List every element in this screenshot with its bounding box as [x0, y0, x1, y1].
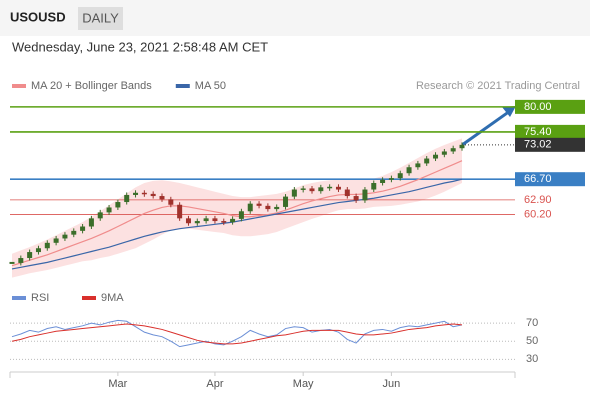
legend-swatch — [175, 84, 190, 88]
candle — [124, 194, 130, 203]
candle — [265, 205, 271, 210]
level-box — [515, 172, 585, 187]
candle — [353, 196, 359, 201]
candle — [221, 221, 227, 223]
candle — [97, 212, 103, 219]
level-box — [515, 124, 585, 139]
legend-label: RSI — [31, 292, 49, 304]
candle — [106, 207, 112, 213]
candle — [53, 238, 59, 243]
level-box — [515, 99, 585, 114]
candle — [371, 183, 377, 190]
candle — [256, 203, 262, 206]
legend-label: MA 50 — [195, 80, 226, 92]
candle — [115, 202, 121, 208]
candle — [318, 187, 324, 192]
candle — [177, 204, 183, 219]
candle — [203, 218, 209, 222]
candle — [327, 186, 333, 189]
candle — [344, 189, 350, 197]
level-label: 66.70 — [524, 173, 552, 185]
candle — [168, 199, 174, 205]
level-label: 60.20 — [524, 208, 552, 220]
candle — [80, 226, 86, 231]
level-label: 73.02 — [524, 139, 552, 151]
rsi-line — [11, 323, 463, 345]
candle — [9, 261, 15, 264]
candle — [380, 179, 386, 183]
candle — [433, 154, 439, 159]
x-tick-label: Jun — [383, 378, 401, 390]
symbol: USOUSD — [10, 9, 66, 24]
candle — [71, 230, 77, 235]
candle — [62, 234, 68, 239]
candle — [133, 192, 139, 195]
candle — [238, 211, 244, 219]
legend-label: MA 20 + Bollinger Bands — [31, 80, 152, 92]
legend-swatch — [82, 296, 96, 300]
candle — [388, 178, 394, 180]
candle — [291, 189, 297, 197]
candle — [212, 218, 218, 222]
candle — [362, 189, 368, 201]
candle — [309, 188, 315, 192]
level-label: 75.40 — [524, 126, 552, 138]
candle — [18, 258, 24, 263]
candle — [459, 144, 465, 149]
bollinger-band — [12, 138, 462, 278]
candle — [88, 218, 94, 227]
y-tick-label: 50 — [526, 335, 538, 347]
candle — [300, 188, 306, 190]
candle — [283, 196, 289, 207]
legend-label: 9MA — [101, 292, 124, 304]
candle — [141, 192, 147, 195]
candle — [424, 158, 430, 164]
y-tick-label: 30 — [526, 353, 538, 365]
candle — [44, 242, 50, 249]
level-box — [515, 137, 585, 152]
candle — [35, 248, 41, 253]
forecast-arrowhead — [502, 106, 516, 117]
candle — [159, 196, 165, 200]
ma-line — [11, 178, 463, 270]
legend-swatch — [12, 84, 26, 88]
candle — [247, 203, 253, 212]
candle — [441, 151, 447, 155]
candle — [274, 206, 280, 210]
candle — [27, 252, 33, 259]
legend-swatch — [12, 296, 26, 300]
level-label: 80.00 — [524, 101, 552, 113]
rsi-line — [11, 319, 463, 348]
candle — [406, 167, 412, 174]
x-tick-label: May — [293, 378, 314, 390]
timestamp: Wednesday, June 23, 2021 2:58:48 AM CET — [12, 39, 268, 54]
timeframe-button[interactable] — [78, 7, 123, 30]
candle — [150, 193, 156, 197]
y-tick-label: 70 — [526, 317, 538, 329]
candle — [450, 148, 456, 152]
candle — [415, 163, 421, 168]
level-label: 62.90 — [524, 194, 552, 206]
candle — [335, 186, 341, 190]
forecast-arrow — [461, 109, 511, 147]
candle — [230, 218, 236, 223]
ma-line — [11, 160, 463, 267]
timeframe[interactable]: DAILY — [82, 10, 119, 25]
x-tick-label: Mar — [108, 378, 127, 390]
candle — [397, 173, 403, 179]
x-tick-label: Apr — [206, 378, 223, 390]
candle — [185, 218, 191, 224]
credit: Research © 2021 Trading Central — [416, 80, 580, 92]
candle — [194, 221, 200, 224]
